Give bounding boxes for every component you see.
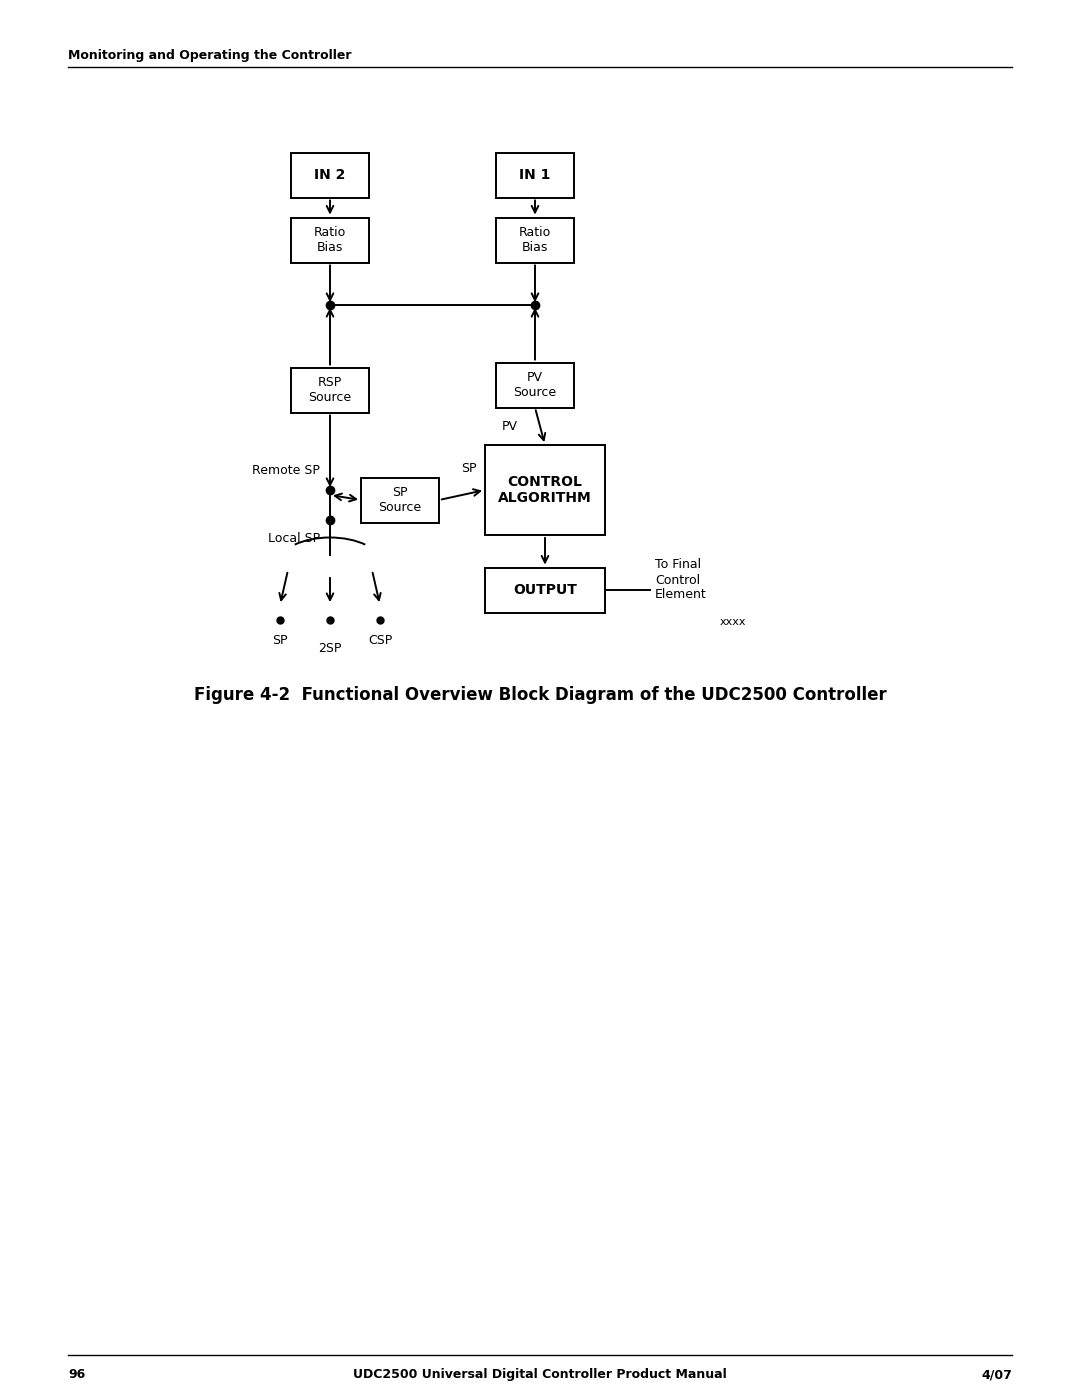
Text: Remote SP: Remote SP	[252, 464, 320, 476]
Text: PV: PV	[502, 420, 518, 433]
Text: SP: SP	[272, 633, 287, 647]
Bar	[496, 152, 573, 197]
Text: PV
Source: PV Source	[513, 372, 556, 400]
Text: 4/07: 4/07	[981, 1368, 1012, 1382]
Text: 2SP: 2SP	[319, 641, 341, 655]
Text: CSP: CSP	[368, 633, 392, 647]
Text: xxxx: xxxx	[720, 617, 746, 627]
Text: OUTPUT: OUTPUT	[513, 583, 577, 597]
Bar	[361, 478, 438, 522]
Text: CONTROL
ALGORITHM: CONTROL ALGORITHM	[498, 475, 592, 506]
Bar	[291, 152, 369, 197]
Text: UDC2500 Universal Digital Controller Product Manual: UDC2500 Universal Digital Controller Pro…	[353, 1368, 727, 1382]
Bar	[496, 362, 573, 408]
Text: Monitoring and Operating the Controller: Monitoring and Operating the Controller	[68, 49, 351, 61]
Text: SP: SP	[461, 461, 477, 475]
Bar	[496, 218, 573, 263]
Text: Figure 4-2  Functional Overview Block Diagram of the UDC2500 Controller: Figure 4-2 Functional Overview Block Dia…	[193, 686, 887, 704]
Text: 96: 96	[68, 1368, 85, 1382]
Text: IN 2: IN 2	[314, 168, 346, 182]
Bar	[291, 218, 369, 263]
Text: To Final
Control
Element: To Final Control Element	[654, 559, 706, 602]
Bar	[485, 567, 605, 612]
Text: Local SP: Local SP	[268, 531, 320, 545]
Text: IN 1: IN 1	[519, 168, 551, 182]
Bar	[291, 367, 369, 412]
Text: RSP
Source: RSP Source	[309, 376, 352, 404]
Bar	[485, 446, 605, 535]
Text: Ratio
Bias: Ratio Bias	[518, 226, 551, 254]
Text: SP
Source: SP Source	[378, 486, 421, 514]
Text: Ratio
Bias: Ratio Bias	[314, 226, 346, 254]
